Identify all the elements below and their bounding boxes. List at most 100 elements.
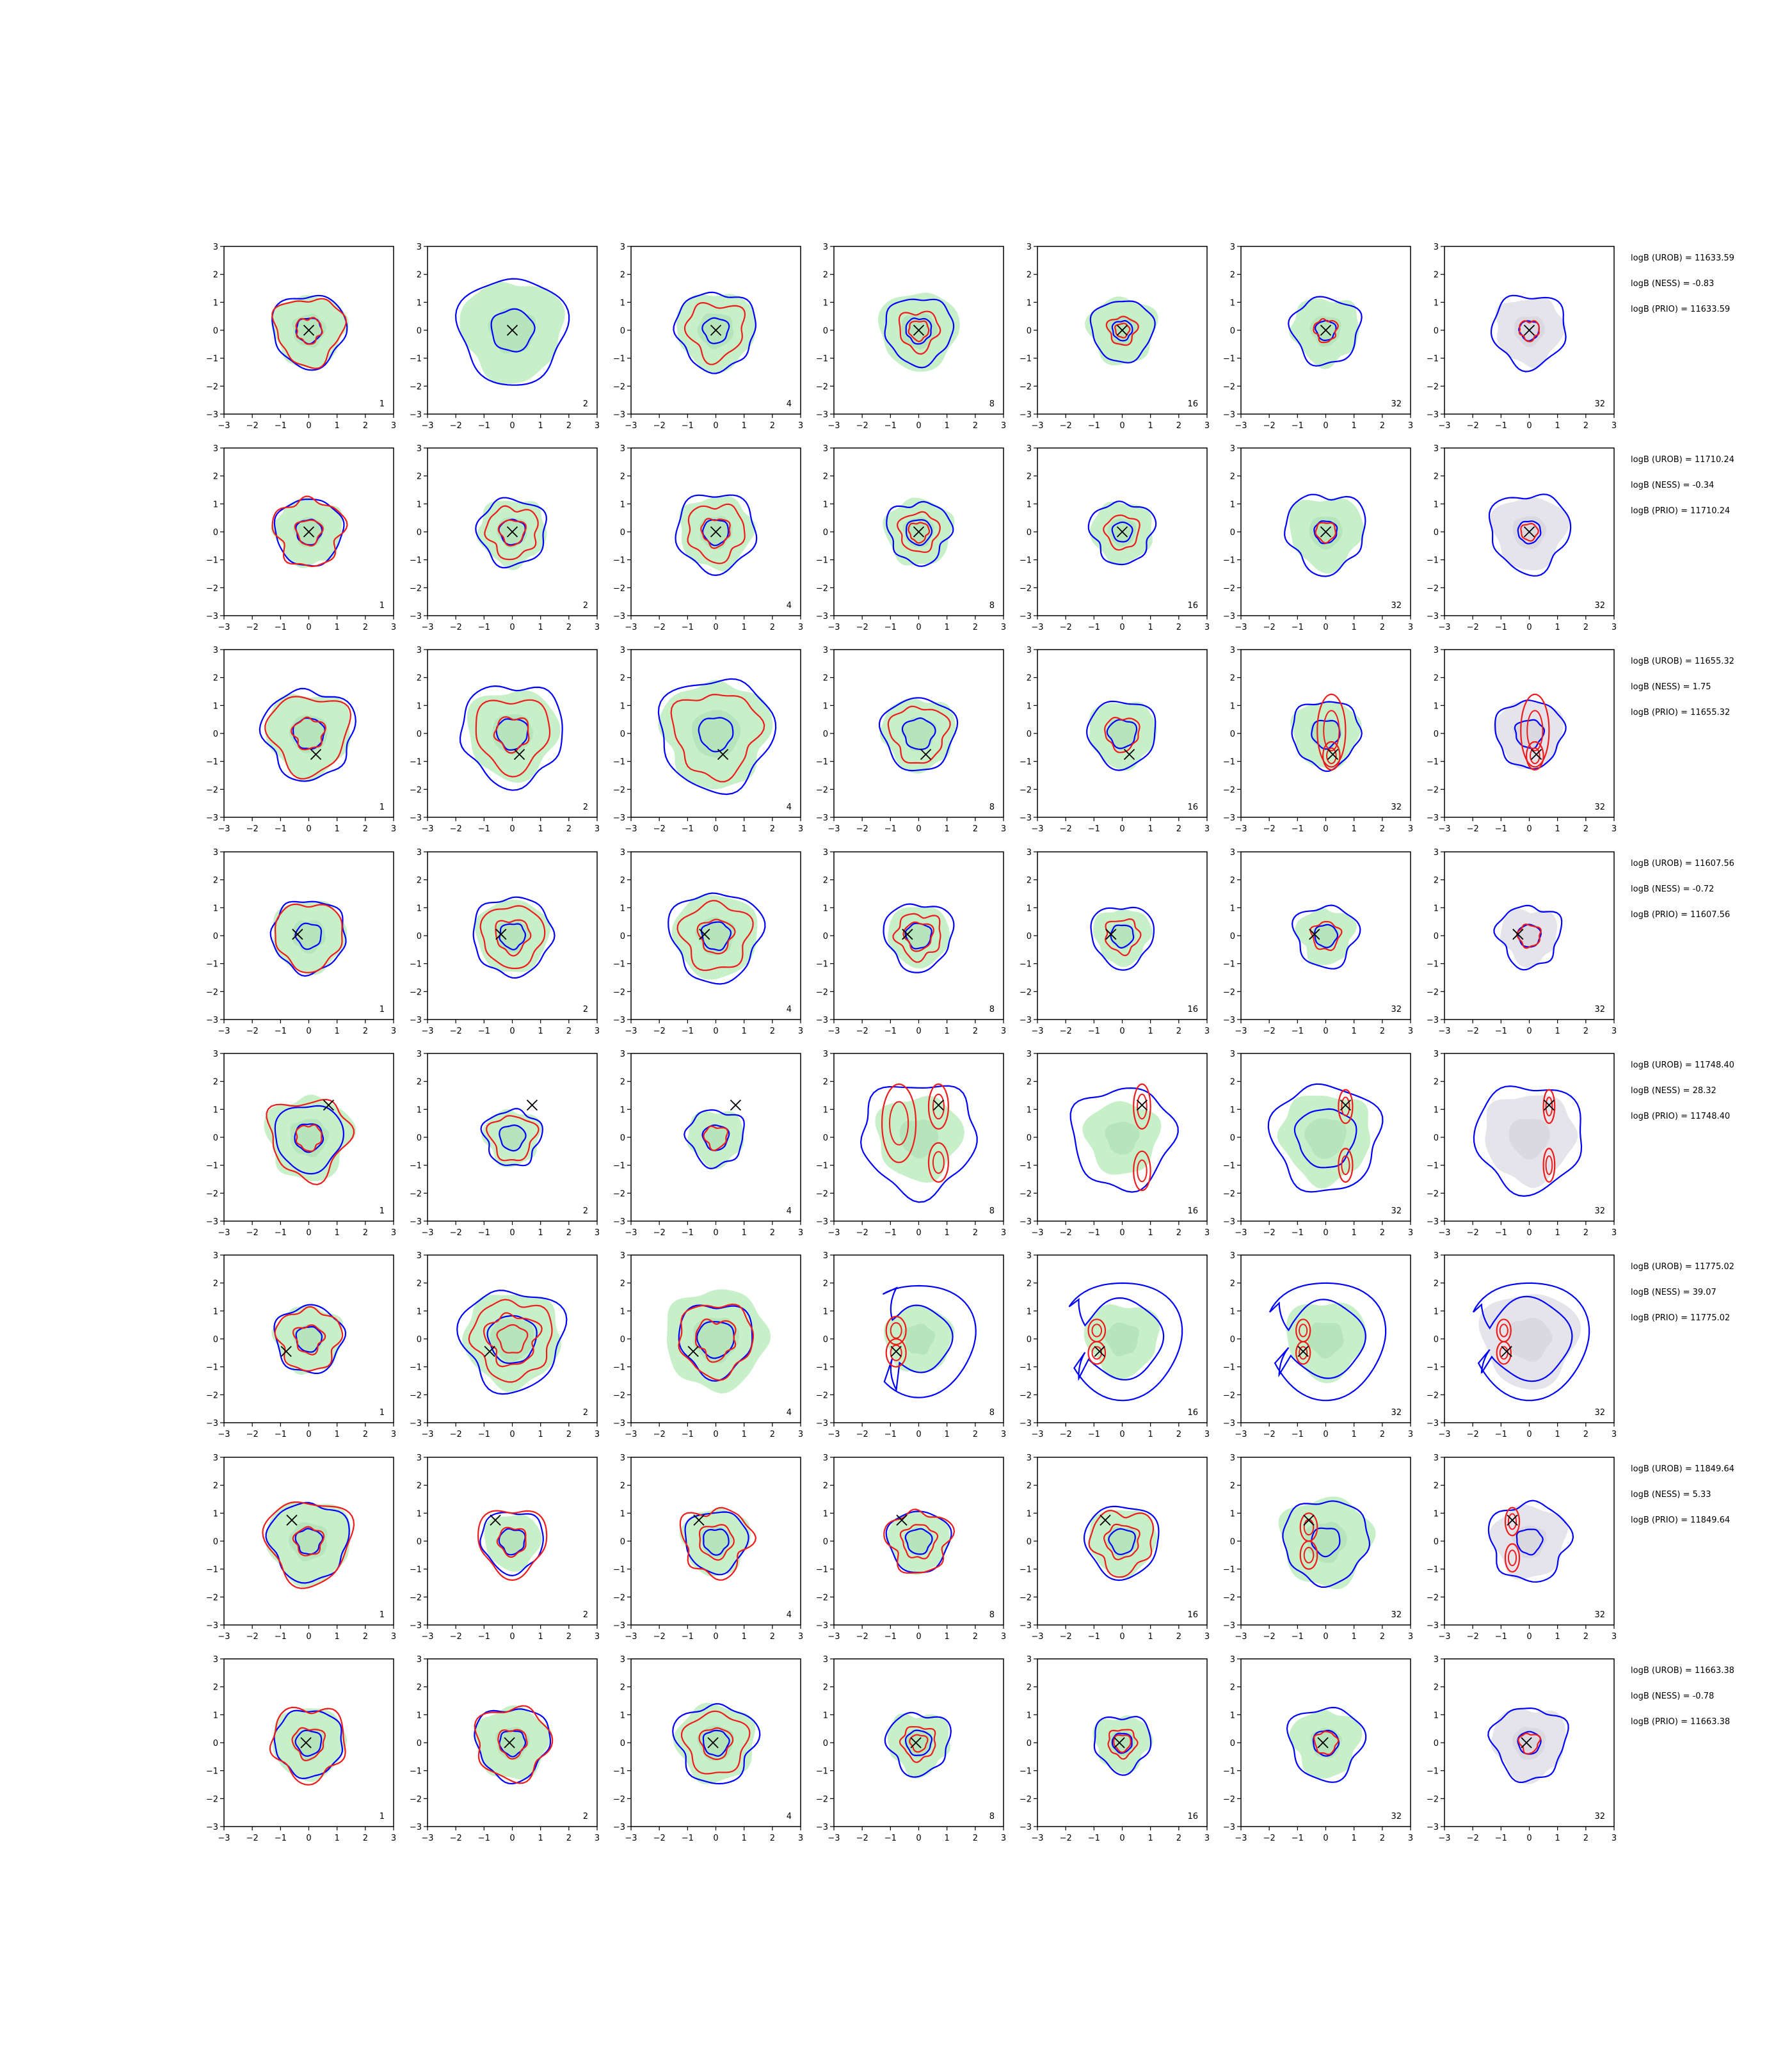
y-tick-label: −3 bbox=[1223, 410, 1235, 420]
panel-number-label: 4 bbox=[787, 1610, 792, 1620]
red-contour-lobe bbox=[1133, 1150, 1151, 1192]
y-tick-label: −1 bbox=[1427, 1363, 1439, 1373]
x-tick-label: −3 bbox=[218, 824, 230, 834]
red-contour bbox=[292, 1526, 325, 1556]
x-tick-label: −2 bbox=[246, 421, 259, 431]
y-tick-label: 0 bbox=[620, 1739, 625, 1748]
y-tick-label: −3 bbox=[613, 1823, 625, 1832]
x-tick-label: 0 bbox=[1526, 1834, 1532, 1843]
panel-plot bbox=[1493, 904, 1563, 971]
blue-contour bbox=[860, 1085, 978, 1203]
panel-plot bbox=[264, 1094, 356, 1186]
red-contour bbox=[676, 900, 754, 972]
y-tick-label: 1 bbox=[1027, 904, 1032, 913]
y-tick-label: 3 bbox=[1230, 444, 1235, 454]
x-tick-label: 0 bbox=[916, 1632, 921, 1642]
x-tick-label: −1 bbox=[275, 1228, 287, 1238]
x-tick-label: 2 bbox=[566, 1228, 572, 1238]
y-tick-label: −2 bbox=[1223, 1391, 1235, 1400]
y-tick-label: −3 bbox=[613, 612, 625, 621]
red-contour bbox=[670, 693, 765, 783]
y-tick-label: −2 bbox=[1020, 1189, 1032, 1199]
x-tick-label: −3 bbox=[1031, 421, 1043, 431]
x-tick-label: 0 bbox=[306, 1027, 311, 1036]
panel-number-label: 1 bbox=[380, 803, 385, 812]
y-tick-label: 2 bbox=[620, 674, 625, 684]
y-tick-label: −1 bbox=[816, 1162, 828, 1171]
x-tick-label: 3 bbox=[391, 623, 396, 632]
red-contour bbox=[898, 310, 941, 355]
y-tick-label: −1 bbox=[206, 1565, 218, 1575]
y-tick-label: −1 bbox=[1020, 355, 1032, 364]
y-tick-label: 2 bbox=[823, 1683, 828, 1693]
x-tick-label: 0 bbox=[1526, 1228, 1532, 1238]
x-tick-label: −3 bbox=[1031, 1228, 1043, 1238]
x-tick-label: 2 bbox=[363, 1228, 368, 1238]
x-marker bbox=[1297, 1346, 1309, 1357]
blue-contour bbox=[475, 497, 547, 569]
x-tick-label: 3 bbox=[1408, 1834, 1413, 1843]
x-tick-label: 1 bbox=[538, 1632, 543, 1642]
panel-plot bbox=[673, 291, 756, 374]
x-tick-label: −2 bbox=[246, 824, 259, 834]
y-tick-label: 2 bbox=[823, 472, 828, 482]
y-tick-label: −3 bbox=[816, 612, 828, 621]
x-tick-label: −3 bbox=[1031, 1632, 1043, 1642]
x-tick-label: 3 bbox=[595, 824, 600, 834]
y-tick-label: 2 bbox=[213, 876, 218, 886]
y-tick-label: 1 bbox=[213, 500, 218, 509]
red-contour bbox=[294, 519, 324, 547]
y-tick-label: 3 bbox=[213, 444, 218, 454]
panel: −3−3 −2 −2 −1 −1 0 0 1 1 2 2 3 3 4 bbox=[613, 1453, 803, 1642]
x-tick-label: 3 bbox=[391, 1027, 396, 1036]
logb-stat-text: logB (UROB) = 11633.59 bbox=[1631, 253, 1734, 263]
y-tick-label: −1 bbox=[613, 1162, 625, 1171]
blue-contour bbox=[675, 494, 758, 577]
red-contour-lobe-inner bbox=[1545, 1096, 1553, 1117]
panel-number-label: 1 bbox=[380, 1812, 385, 1821]
x-tick-label: 0 bbox=[1323, 1430, 1328, 1439]
x-tick-label: 3 bbox=[798, 421, 803, 431]
x-tick-label: 3 bbox=[1612, 1228, 1617, 1238]
blue-contour-inner bbox=[904, 1528, 933, 1555]
blue-contour-inner bbox=[905, 317, 932, 345]
y-tick-label: 0 bbox=[620, 932, 625, 941]
x-tick-label: −1 bbox=[682, 1834, 694, 1843]
x-tick-label: −1 bbox=[682, 1228, 694, 1238]
blue-contour-inner bbox=[1311, 719, 1341, 750]
x-tick-label: −2 bbox=[653, 1027, 666, 1036]
x-tick-label: 0 bbox=[306, 1228, 311, 1238]
panel: −3−3 −2 −2 −1 −1 0 0 1 1 2 2 3 3 1 bbox=[206, 1050, 396, 1238]
panel-number-label: 16 bbox=[1187, 1408, 1198, 1418]
y-tick-label: 3 bbox=[620, 646, 625, 655]
y-tick-label: 0 bbox=[620, 326, 625, 336]
panel-number-label: 16 bbox=[1187, 803, 1198, 812]
logb-stat-text: logB (NESS) = 28.32 bbox=[1631, 1086, 1716, 1096]
blue-contour-inner bbox=[702, 1729, 730, 1757]
x-tick-label: −3 bbox=[1438, 1834, 1450, 1843]
y-tick-label: −2 bbox=[206, 584, 218, 593]
x-tick-label: −2 bbox=[1060, 1228, 1072, 1238]
red-contour bbox=[497, 519, 527, 547]
x-tick-label: −1 bbox=[478, 824, 490, 834]
x-tick-label: 3 bbox=[391, 824, 396, 834]
x-tick-label: 1 bbox=[945, 1632, 950, 1642]
red-contour bbox=[266, 1098, 355, 1186]
red-contour bbox=[680, 1710, 751, 1775]
x-tick-label: 0 bbox=[1323, 421, 1328, 431]
x-marker bbox=[1521, 1737, 1532, 1748]
y-tick-label: −1 bbox=[410, 556, 422, 566]
red-contour bbox=[483, 1312, 543, 1368]
y-tick-label: 3 bbox=[823, 1453, 828, 1463]
red-contour-lobe bbox=[927, 1083, 949, 1130]
panel-plot bbox=[1092, 1715, 1153, 1776]
y-tick-label: 2 bbox=[1434, 271, 1439, 280]
x-tick-label: 3 bbox=[1408, 824, 1413, 834]
y-tick-label: −3 bbox=[206, 1016, 218, 1025]
x-tick-label: 0 bbox=[916, 1027, 921, 1036]
panel-number-label: 2 bbox=[583, 1812, 588, 1821]
y-tick-label: −2 bbox=[1223, 1189, 1235, 1199]
x-tick-label: −1 bbox=[1495, 1632, 1507, 1642]
